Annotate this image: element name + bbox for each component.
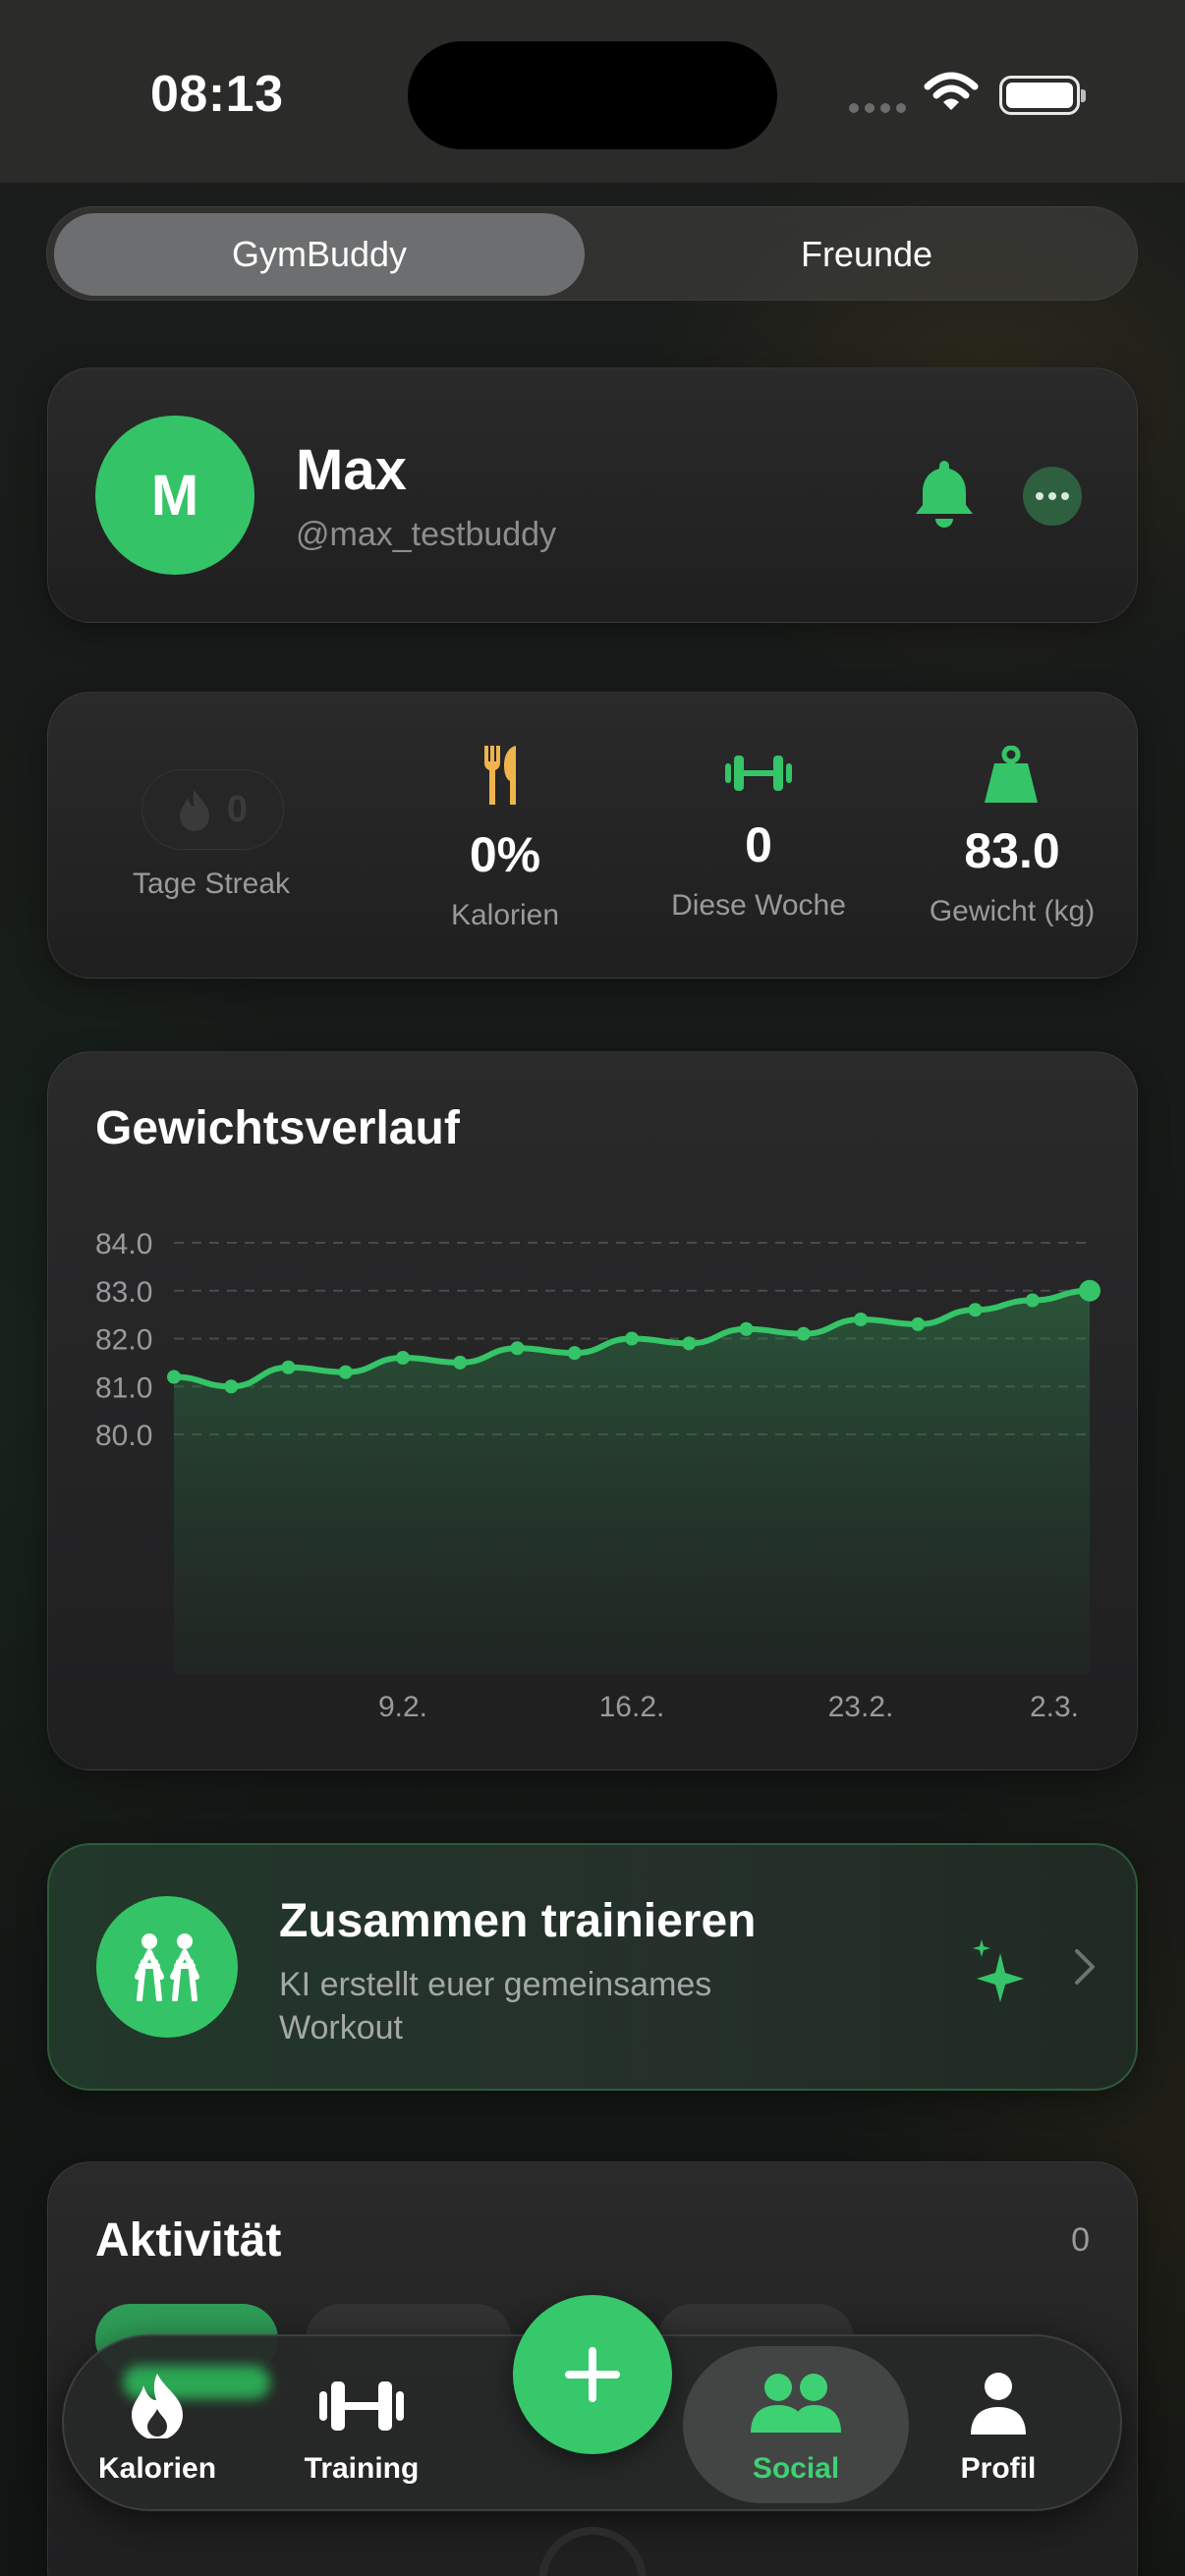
x-tick-label: 2.3.	[1030, 1691, 1079, 1723]
streak-badge: 0	[141, 769, 284, 850]
data-point	[968, 1303, 983, 1317]
data-point	[1079, 1279, 1100, 1302]
stat-week: 0 Diese Woche	[636, 693, 881, 980]
dumbbell-icon	[725, 756, 792, 791]
cellular-signal-icon	[849, 103, 906, 113]
activity-count: 0	[1071, 2221, 1090, 2259]
tab-label-kalorien: Kalorien	[97, 2452, 217, 2485]
fork-knife-icon	[484, 746, 516, 805]
data-point	[167, 1370, 181, 1384]
y-tick-label: 81.0	[95, 1372, 152, 1404]
data-point	[224, 1379, 239, 1394]
chevron-right-icon	[1075, 1949, 1095, 1985]
tab-training[interactable]: Training	[268, 2336, 455, 2513]
activity-title: Aktivität	[95, 2214, 282, 2267]
stat-streak: 0 Tage Streak	[48, 693, 294, 980]
tab-label-training: Training	[304, 2452, 420, 2485]
data-point	[396, 1351, 410, 1365]
tab-label-profil: Profil	[960, 2452, 1037, 2485]
tab-label-social: Social	[752, 2452, 840, 2485]
area-fill	[174, 1290, 1090, 1673]
y-tick-label: 84.0	[95, 1228, 152, 1260]
data-point	[281, 1360, 296, 1374]
bell-icon[interactable]	[913, 457, 976, 530]
chart-title: Gewichtsverlauf	[95, 1102, 460, 1154]
person-icon	[971, 2373, 1026, 2435]
people-icon	[751, 2374, 841, 2433]
data-point	[739, 1321, 754, 1336]
data-point	[338, 1365, 353, 1379]
calories-value: 0%	[469, 827, 541, 882]
data-point	[1025, 1293, 1040, 1308]
add-button[interactable]	[513, 2295, 672, 2454]
x-tick-label: 9.2.	[378, 1691, 427, 1723]
data-point	[854, 1313, 868, 1326]
tab-freunde[interactable]: Freunde	[800, 234, 933, 274]
plus-icon	[565, 2347, 620, 2402]
x-tick-label: 23.2.	[828, 1691, 894, 1723]
stat-calories: 0% Kalorien	[382, 693, 628, 980]
weight-icon	[985, 746, 1038, 803]
status-time: 08:13	[150, 66, 284, 123]
week-label: Diese Woche	[671, 889, 846, 922]
profile-handle: @max_testbuddy	[296, 516, 557, 553]
weight-label: Gewicht (kg)	[929, 895, 1096, 927]
people-icon	[96, 1896, 238, 2038]
tab-kalorien[interactable]: Kalorien	[64, 2336, 251, 2513]
week-value: 0	[745, 817, 772, 872]
calories-label: Kalorien	[450, 899, 560, 931]
stats-card: 0 Tage Streak 0% Kalorien 0 Diese Woche …	[47, 692, 1138, 979]
weight-chart: 84.0 83.0 82.0 81.0 80.0 9.2. 16.2. 23.2. 2.3.	[95, 1228, 1100, 1723]
status-bar: 08:13	[0, 0, 1185, 183]
data-point	[796, 1326, 811, 1341]
x-tick-label: 16.2.	[599, 1691, 665, 1723]
data-point	[567, 1346, 582, 1361]
y-tick-label: 83.0	[95, 1276, 152, 1309]
streak-label: Tage Streak	[132, 868, 291, 900]
avatar[interactable]: M	[95, 416, 254, 575]
y-tick-label: 82.0	[95, 1324, 152, 1357]
profile-name: Max	[296, 438, 407, 502]
flame-icon	[132, 2374, 183, 2438]
dynamic-island	[408, 41, 777, 149]
streak-value: 0	[226, 788, 249, 830]
tab-profil[interactable]: Profil	[905, 2336, 1092, 2513]
data-point	[911, 1316, 926, 1331]
wifi-icon	[924, 72, 979, 110]
together-title: Zusammen trainieren	[279, 1895, 757, 1947]
stat-weight: 83.0 Gewicht (kg)	[889, 693, 1135, 980]
more-options-button[interactable]	[1023, 467, 1082, 526]
tab-gymbuddy[interactable]: GymBuddy	[54, 213, 585, 296]
data-point	[510, 1341, 525, 1356]
data-point	[625, 1331, 639, 1346]
data-point	[453, 1355, 468, 1370]
data-point	[682, 1336, 697, 1351]
weight-value: 83.0	[964, 823, 1060, 878]
active-glow	[123, 2366, 270, 2399]
weight-chart-card: Gewichtsverlauf 84.0 83.0 82.0 81.0 80.0 9.2.…	[47, 1051, 1138, 1770]
dumbbell-icon	[319, 2381, 404, 2431]
flame-icon	[179, 790, 209, 831]
sparkle-icon	[973, 1939, 1024, 2002]
battery-icon	[999, 76, 1086, 115]
view-switcher: GymBuddy Freunde	[46, 206, 1138, 301]
y-tick-label: 80.0	[95, 1420, 152, 1452]
together-subtitle: KI erstellt euer gemeinsames Workout	[279, 1966, 712, 2046]
tab-social[interactable]: Social	[703, 2336, 889, 2513]
profile-card: M Max @max_testbuddy	[47, 367, 1138, 623]
train-together-card[interactable]: Zusammen trainieren KI erstellt euer gem…	[47, 1843, 1138, 2091]
